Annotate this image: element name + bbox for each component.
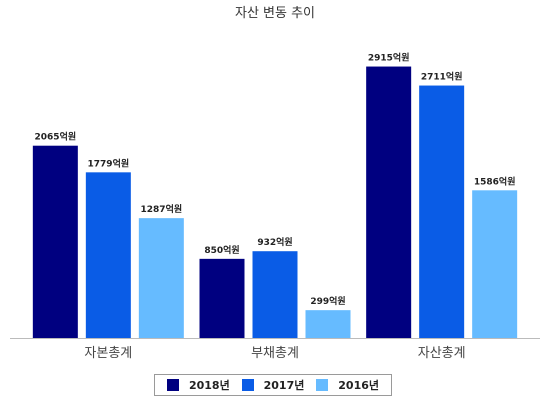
legend-label-2016: 2016년 [338, 379, 380, 392]
value-label-2017년-자산총계: 2711억원 [421, 71, 463, 83]
category-label-자본총계: 자본총계 [84, 346, 132, 361]
category-label-부채총계: 부채총계 [251, 346, 299, 361]
bar-2017년-자본총계 [85, 172, 131, 338]
legend-swatch-2017 [241, 379, 254, 391]
legend-swatch-2018 [166, 379, 179, 391]
bar-2018년-자산총계 [366, 66, 412, 339]
legend-item-2018: 2018년 [166, 377, 230, 393]
bar-2017년-자산총계 [419, 85, 465, 339]
legend-swatch-2016 [316, 379, 329, 391]
bar-2018년-자본총계 [32, 145, 78, 338]
value-label-2016년-부채총계: 299억원 [310, 295, 345, 307]
value-label-2018년-자산총계: 2915억원 [368, 52, 410, 64]
value-label-2016년-자산총계: 1586억원 [474, 175, 516, 187]
category-labels-group: 자본총계 부채총계 자산총계 [84, 346, 465, 361]
legend: 2018년 2017년 2016년 [154, 374, 392, 396]
value-labels-group: 2065억원 1779억원 1287억원 850억원 932억원 299억원 2915억원 2… [35, 52, 516, 308]
bar-2018년-부채총계 [199, 258, 245, 338]
value-label-2017년-자본총계: 1779억원 [88, 157, 130, 169]
bar-2016년-자산총계 [472, 190, 518, 338]
value-label-2017년-부채총계: 932억원 [257, 236, 292, 248]
chart-title: 자산 변동 추이 [235, 6, 315, 21]
legend-item-2017: 2017년 [241, 377, 305, 393]
bar-2017년-부채총계 [252, 251, 298, 338]
legend-label-2018: 2018년 [188, 379, 230, 392]
category-label-자산총계: 자산총계 [418, 346, 466, 361]
legend-label-2017: 2017년 [263, 379, 305, 392]
bars-group [32, 66, 518, 339]
value-label-2018년-부채총계: 850억원 [204, 244, 239, 256]
value-label-2018년-자본총계: 2065억원 [35, 131, 77, 143]
value-label-2016년-자본총계: 1287억원 [141, 203, 183, 215]
bar-2016년-자본총계 [138, 218, 184, 338]
bar-2016년-부채총계 [305, 310, 351, 338]
legend-item-2016: 2016년 [316, 377, 379, 393]
